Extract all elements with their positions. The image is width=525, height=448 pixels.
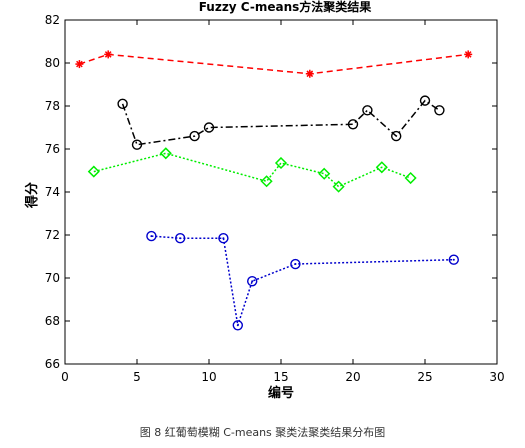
data-point: [332, 180, 345, 193]
data-point-center: [236, 324, 239, 327]
data-point: [290, 258, 301, 270]
data-point: [146, 230, 157, 242]
data-point: [434, 105, 445, 116]
data-point-center: [452, 258, 455, 261]
data-point: [274, 156, 288, 170]
cluster-chart: Fuzzy C-means方法聚类结果 0 5 10 15 20 25 30 66 68 70 72…: [24, 0, 505, 401]
y-tick-label: 82: [45, 13, 60, 27]
x-tick-label: 30: [489, 370, 504, 384]
y-tick-label: 72: [45, 228, 60, 242]
series-line: [79, 53, 469, 75]
y-tick-label: 76: [45, 142, 60, 156]
chart-title: Fuzzy C-means方法聚类结果: [199, 0, 372, 14]
y-tick-label: 70: [45, 271, 60, 285]
plot-area: [64, 19, 498, 365]
data-point: [260, 175, 273, 188]
series-line: [121, 99, 440, 146]
data-point: [305, 69, 314, 78]
data-point: [104, 50, 113, 59]
data-point: [174, 233, 186, 244]
figure-caption: 图 8 红葡萄模糊 C-means 聚类法聚类结果分布图: [139, 426, 386, 439]
data-point: [232, 320, 244, 331]
data-point: [117, 98, 128, 110]
x-axis-label: 编号: [268, 385, 294, 401]
x-tick-label: 20: [345, 370, 360, 384]
x-tick-label: 10: [201, 370, 216, 384]
data-point-center: [251, 280, 254, 283]
data-point: [131, 139, 143, 150]
y-tick-label: 74: [45, 185, 60, 199]
data-point: [464, 50, 473, 59]
series-3: [87, 147, 417, 193]
data-point: [404, 171, 417, 185]
x-tick-label: 5: [133, 370, 141, 384]
data-point: [375, 161, 388, 174]
data-point-center: [179, 237, 182, 240]
data-point: [318, 167, 331, 180]
data-point: [189, 130, 200, 142]
series-2: [117, 95, 445, 150]
x-tick-label: 15: [273, 370, 288, 384]
y-axis-label: 得分: [24, 182, 40, 209]
y-tick-label: 68: [45, 314, 60, 328]
data-point: [75, 60, 84, 69]
data-point-center: [150, 235, 153, 238]
data-point: [362, 105, 373, 116]
y-tick-label: 80: [45, 56, 60, 70]
data-point: [391, 130, 402, 142]
data-point: [347, 119, 359, 130]
axis-ticks: 0 5 10 15 20 25 30 66 68 70 72 74 76 78 80 82: [45, 13, 505, 384]
data-point: [246, 276, 258, 287]
y-tick-label: 66: [45, 357, 60, 371]
data-point: [87, 165, 100, 178]
x-tick-label: 25: [417, 370, 432, 384]
y-tick-label: 78: [45, 99, 60, 113]
series-1: [75, 50, 473, 78]
data-point: [159, 147, 172, 160]
data-point-center: [222, 237, 225, 240]
series-layer: [75, 50, 473, 331]
series-4: [146, 230, 459, 331]
data-point-center: [294, 263, 297, 266]
data-point: [419, 95, 431, 106]
data-point: [218, 233, 229, 244]
series-line: [93, 152, 411, 188]
data-point: [203, 122, 215, 133]
data-point: [448, 254, 459, 265]
x-tick-label: 0: [61, 370, 69, 384]
